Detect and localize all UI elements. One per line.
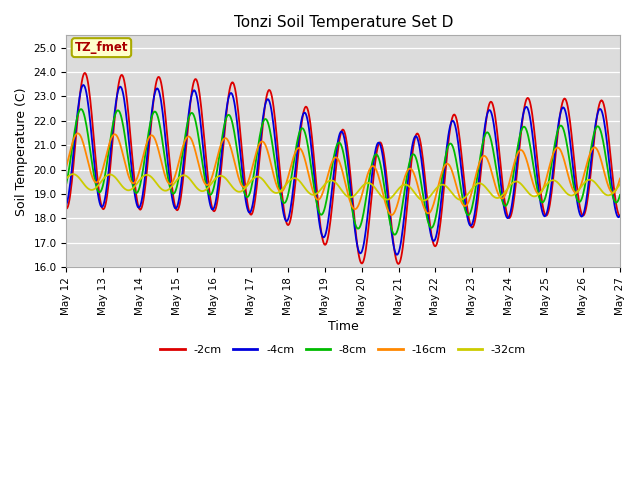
- -4cm: [428, 236, 436, 242]
- -32cm: [428, 191, 436, 197]
- -16cm: [412, 177, 420, 182]
- -32cm: [74, 173, 81, 179]
- Y-axis label: Soil Temperature (C): Soil Temperature (C): [15, 87, 28, 216]
- -2cm: [131, 174, 138, 180]
- -32cm: [412, 191, 419, 196]
- -4cm: [412, 133, 420, 139]
- Text: TZ_fmet: TZ_fmet: [75, 41, 128, 54]
- -2cm: [216, 181, 223, 187]
- X-axis label: Time: Time: [328, 321, 358, 334]
- -8cm: [412, 155, 420, 161]
- Title: Tonzi Soil Temperature Set D: Tonzi Soil Temperature Set D: [234, 15, 453, 30]
- -8cm: [616, 192, 624, 198]
- -8cm: [77, 106, 85, 112]
- -16cm: [428, 205, 436, 211]
- -16cm: [387, 212, 395, 218]
- Line: -32cm: -32cm: [67, 174, 620, 201]
- Line: -8cm: -8cm: [67, 109, 620, 235]
- -4cm: [216, 169, 223, 175]
- -16cm: [72, 131, 80, 137]
- -8cm: [186, 111, 194, 117]
- -8cm: [72, 118, 80, 124]
- -8cm: [428, 225, 436, 230]
- Line: -16cm: -16cm: [67, 133, 620, 215]
- -8cm: [390, 232, 398, 238]
- -2cm: [63, 206, 70, 212]
- -32cm: [131, 184, 138, 190]
- -32cm: [63, 176, 70, 181]
- -4cm: [72, 120, 80, 126]
- -4cm: [616, 213, 624, 218]
- -2cm: [186, 100, 194, 106]
- -4cm: [186, 99, 194, 105]
- -8cm: [63, 180, 70, 186]
- -32cm: [186, 177, 194, 182]
- -16cm: [131, 180, 138, 186]
- Line: -2cm: -2cm: [67, 73, 620, 264]
- -4cm: [63, 202, 70, 207]
- -16cm: [186, 135, 194, 141]
- -16cm: [616, 176, 624, 181]
- -16cm: [74, 131, 82, 136]
- -2cm: [81, 70, 89, 76]
- -4cm: [393, 252, 401, 258]
- -16cm: [216, 145, 223, 151]
- -16cm: [63, 163, 70, 169]
- -2cm: [428, 236, 436, 241]
- -2cm: [412, 132, 420, 138]
- Legend: -2cm, -4cm, -8cm, -16cm, -32cm: -2cm, -4cm, -8cm, -16cm, -32cm: [156, 340, 531, 359]
- -32cm: [70, 171, 77, 177]
- -8cm: [216, 151, 223, 156]
- -8cm: [131, 187, 138, 193]
- -4cm: [79, 82, 87, 88]
- -2cm: [616, 213, 624, 219]
- -2cm: [72, 129, 80, 134]
- -2cm: [394, 261, 402, 267]
- Line: -4cm: -4cm: [67, 85, 620, 255]
- -32cm: [216, 173, 223, 179]
- -4cm: [131, 187, 138, 193]
- -32cm: [616, 181, 624, 187]
- -32cm: [420, 198, 428, 204]
